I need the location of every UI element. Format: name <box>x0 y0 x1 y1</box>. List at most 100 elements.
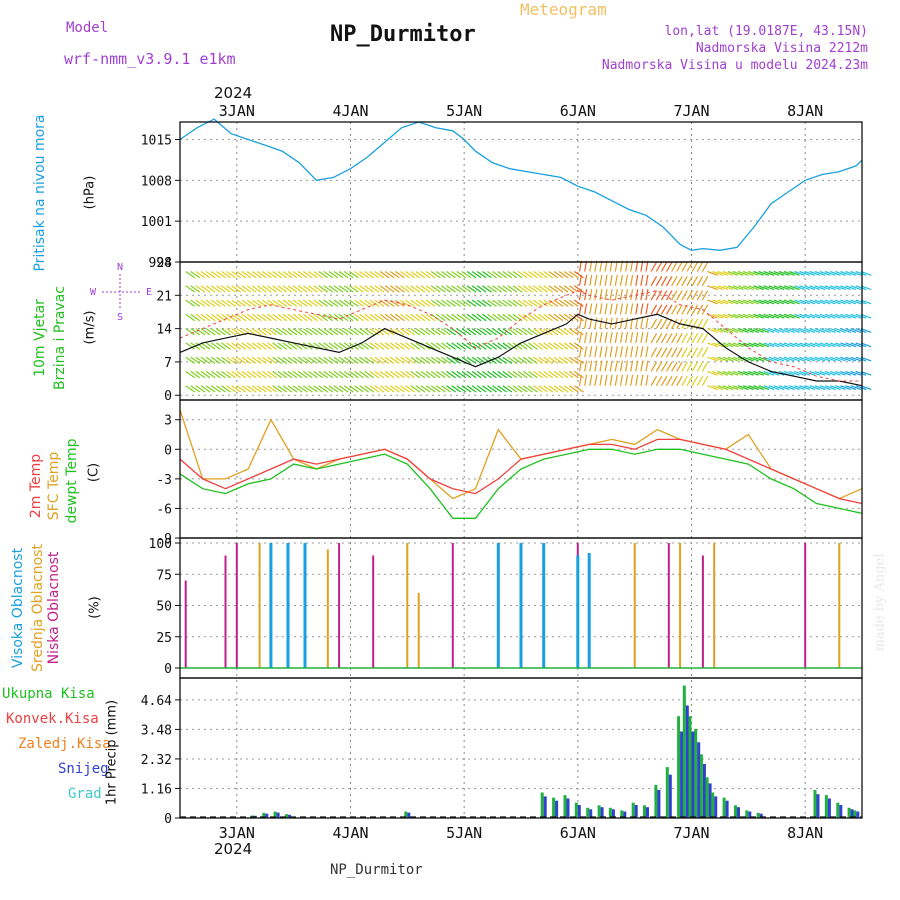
wind-barb <box>758 313 770 319</box>
wind-barb <box>681 261 688 272</box>
wind-barb <box>302 313 313 322</box>
wind-barb <box>727 299 739 305</box>
wind-barb <box>446 299 456 307</box>
wind-barb <box>430 285 441 293</box>
wind-barb <box>318 271 329 279</box>
cloud-tick-label: 75 <box>156 568 172 583</box>
wind-barb <box>256 299 267 307</box>
wind-barb <box>696 347 704 358</box>
wind-barb <box>763 313 775 319</box>
wind-barb <box>732 285 744 291</box>
wind-barb <box>415 313 426 322</box>
wind-barb <box>507 285 518 293</box>
wind-barb <box>267 356 277 364</box>
wind-barb <box>543 313 554 322</box>
wind-barb <box>338 342 349 350</box>
wind-barb <box>707 270 718 276</box>
precip-total-bar <box>631 802 635 818</box>
wind-barb <box>497 370 508 379</box>
wind-barb <box>425 299 436 307</box>
mid-cloud-bar <box>838 543 841 668</box>
wind-barb <box>727 356 739 362</box>
wind-barb <box>574 299 584 307</box>
wind-barb <box>574 328 584 336</box>
low-cloud-bar <box>224 555 227 668</box>
wind-barb <box>574 356 584 364</box>
low-cloud-bar <box>235 543 238 668</box>
wind-barb <box>328 385 339 393</box>
precip-total-bar <box>745 810 749 818</box>
precip-snow-bar <box>839 805 843 818</box>
wind-barb <box>681 333 688 344</box>
wind-barb <box>374 313 385 322</box>
wind-barb <box>425 385 436 393</box>
wind-barb <box>548 328 559 336</box>
wind-barb <box>528 370 538 379</box>
wind-barb <box>425 313 436 322</box>
wind-barb <box>625 274 629 286</box>
wind-barb <box>451 313 462 322</box>
wind-barb <box>563 271 574 279</box>
precip-total-bar <box>836 802 840 818</box>
wind-barb <box>410 313 421 322</box>
wind-barb <box>748 313 759 319</box>
wind-barb <box>262 328 272 336</box>
wind-barb <box>333 356 344 364</box>
wind-barb <box>323 385 334 393</box>
wind-barb <box>512 285 523 293</box>
wind-barb <box>543 342 554 350</box>
wind-barb <box>195 271 206 279</box>
precip-tick-label: 4.64 <box>141 694 172 709</box>
wind-barb <box>717 313 729 319</box>
wind-barb <box>640 360 644 372</box>
wind-barb <box>476 370 487 379</box>
wind-barb <box>660 361 668 372</box>
wind-barb <box>783 285 795 291</box>
wind-barb <box>262 313 272 322</box>
wind-barb <box>185 299 196 307</box>
wind-tick-label: 14 <box>156 323 172 338</box>
wind-barb <box>789 356 800 362</box>
wind-barb <box>190 385 201 393</box>
wind-barb <box>727 370 739 376</box>
wind-barb <box>395 356 405 364</box>
wind-barb <box>538 285 548 293</box>
wind-barb <box>578 331 582 344</box>
wind-barb <box>625 331 629 344</box>
wind-barb <box>794 299 805 305</box>
wind-barb <box>395 385 405 393</box>
low-cloud-bar <box>372 555 375 668</box>
wind-barb <box>753 270 765 276</box>
wind-barb <box>660 347 668 358</box>
wind-barb <box>338 385 349 393</box>
wind-barb <box>533 356 543 364</box>
precip-total-bar <box>756 812 760 818</box>
wind-barb <box>655 333 663 344</box>
high-cloud-bar <box>303 543 307 668</box>
wind-barb <box>492 328 502 336</box>
wind-barb <box>640 274 644 286</box>
wind-barb <box>185 285 196 293</box>
wind-barb <box>528 313 538 322</box>
wind-barb <box>502 271 513 279</box>
wind-barb <box>819 328 831 333</box>
wind-barb <box>568 299 579 307</box>
wind-barb <box>665 275 673 287</box>
wind-barb <box>272 285 282 293</box>
precip-snow-bar <box>577 805 581 818</box>
wind-barb <box>553 299 564 307</box>
wind-barb <box>543 285 554 293</box>
bottom-day-label: 8JAN <box>787 824 823 842</box>
wind-barb <box>589 289 593 301</box>
wind-barb <box>328 356 339 364</box>
wind-barb <box>267 385 277 393</box>
wind-barb <box>835 299 846 305</box>
wind-barb <box>722 299 734 305</box>
wind-barb <box>241 356 252 364</box>
precip-label-total: Ukupna Kisa <box>2 686 95 702</box>
wind-barb <box>543 385 554 393</box>
wind-barb <box>558 342 569 350</box>
wind-barb <box>548 342 559 350</box>
wind-barb <box>210 328 221 336</box>
wind-barb <box>819 313 831 319</box>
